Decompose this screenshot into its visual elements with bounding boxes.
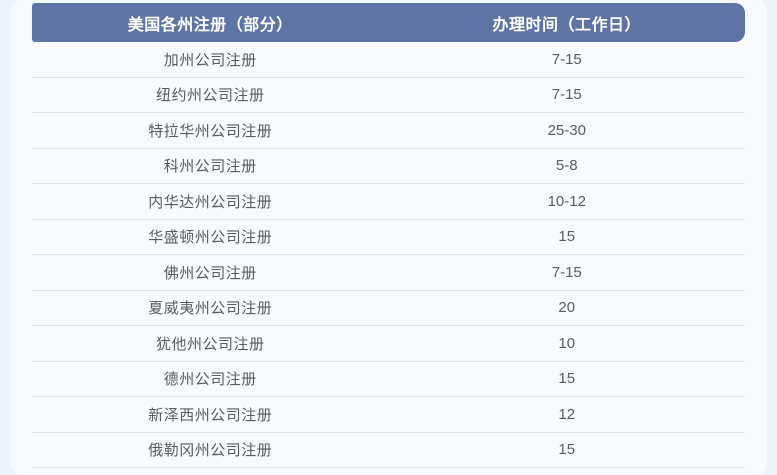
table-row: 德州公司注册 15: [32, 362, 745, 397]
state-cell: 华盛顿州公司注册: [148, 229, 273, 247]
time-cell: 7-15: [551, 86, 582, 104]
time-cell: 15: [558, 370, 576, 388]
state-cell: 新泽西州公司注册: [148, 406, 273, 424]
time-cell: 5-8: [555, 157, 578, 175]
state-cell: 纽约州公司注册: [155, 87, 265, 105]
header-time-column: 办理时间（工作日）: [492, 16, 641, 34]
table-row: 华盛顿州公司注册 15: [32, 220, 745, 255]
state-cell: 加州公司注册: [163, 51, 257, 69]
table-row: 特拉华州公司注册 25-30: [32, 113, 745, 149]
time-cell: 7-15: [551, 263, 582, 281]
table-row: 纽约州公司注册 7-15: [32, 78, 745, 113]
header-state-column: 美国各州注册（部分）: [127, 16, 293, 34]
time-cell: 25-30: [547, 121, 586, 139]
table-body: 加州公司注册 7-15 纽约州公司注册 7-15 特拉华州公司注册 25-30 …: [32, 42, 745, 468]
table-row: 内华达州公司注册 10-12: [32, 184, 745, 220]
table-header-row: 美国各州注册（部分） 办理时间（工作日）: [32, 3, 745, 42]
table-row: 佛州公司注册 7-15: [32, 255, 745, 291]
time-cell: 12: [558, 405, 576, 423]
time-cell: 20: [558, 299, 576, 317]
state-cell: 科州公司注册: [163, 158, 257, 176]
table-row: 科州公司注册 5-8: [32, 149, 745, 184]
time-cell: 15: [558, 228, 576, 246]
table-row: 俄勒冈州公司注册 15: [32, 433, 745, 468]
state-cell: 佛州公司注册: [163, 264, 257, 282]
registration-table: 美国各州注册（部分） 办理时间（工作日） 加州公司注册 7-15 纽约州公司注册…: [32, 3, 745, 468]
time-cell: 10-12: [547, 192, 586, 210]
table-row: 新泽西州公司注册 12: [32, 397, 745, 433]
state-cell: 特拉华州公司注册: [148, 122, 273, 140]
time-cell: 7-15: [551, 50, 582, 68]
state-cell: 内华达州公司注册: [148, 193, 273, 211]
time-cell: 10: [558, 334, 576, 352]
state-cell: 俄勒冈州公司注册: [148, 442, 273, 460]
state-cell: 德州公司注册: [163, 371, 257, 389]
table-row: 犹他州公司注册 10: [32, 326, 745, 362]
table-row: 加州公司注册 7-15: [32, 42, 745, 78]
table-row: 夏威夷州公司注册 20: [32, 291, 745, 326]
table-card: 美国各州注册（部分） 办理时间（工作日） 加州公司注册 7-15 纽约州公司注册…: [11, 0, 767, 475]
state-cell: 犹他州公司注册: [155, 335, 265, 353]
time-cell: 15: [558, 441, 576, 459]
state-cell: 夏威夷州公司注册: [148, 300, 273, 318]
